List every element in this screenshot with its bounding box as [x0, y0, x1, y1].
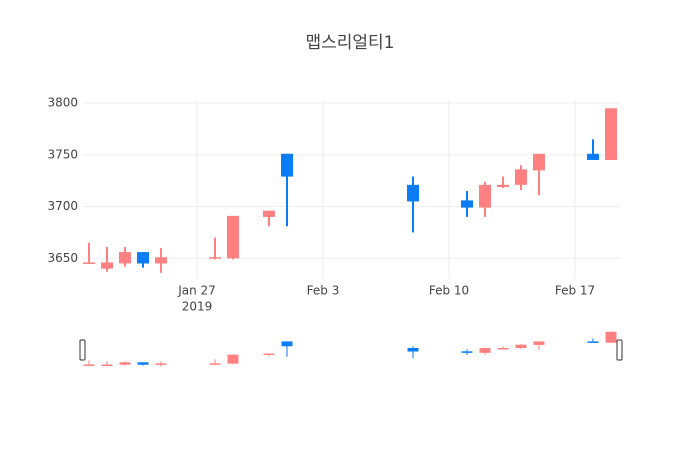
candle-body — [533, 153, 545, 171]
x-tick-label: Feb 10 — [429, 284, 469, 298]
candle-body — [137, 362, 149, 365]
candle-body — [227, 215, 239, 259]
candle-body — [263, 353, 275, 356]
candle-body — [209, 363, 221, 365]
range-slider-handle[interactable] — [616, 339, 623, 361]
candle-body — [155, 257, 167, 264]
candle-body — [587, 341, 599, 343]
candle-body — [497, 348, 509, 350]
candle-body — [281, 341, 293, 347]
candle-body — [209, 257, 221, 259]
x-tick-label: Feb 17 — [555, 284, 595, 298]
candle-body — [587, 153, 599, 161]
y-tick-label: 3650 — [47, 251, 78, 265]
candle-body — [461, 200, 473, 208]
candle-body — [101, 364, 113, 366]
candle-body — [281, 153, 293, 177]
candle-body — [155, 363, 167, 365]
candle-body — [479, 184, 491, 208]
candle-body — [101, 262, 113, 269]
candle-body — [515, 169, 527, 185]
x-tick-label: Jan 27 — [177, 284, 216, 298]
y-tick-label: 3800 — [47, 96, 78, 110]
candle-body — [137, 252, 149, 264]
candle-body — [227, 354, 239, 364]
candle-body — [263, 210, 275, 217]
y-tick-label: 3700 — [47, 199, 78, 213]
chart-title: 맵스리얼티1 — [305, 33, 394, 53]
candle-body — [119, 362, 131, 365]
candle-body — [407, 184, 419, 202]
candle-body — [83, 364, 95, 366]
candle-body — [119, 252, 131, 264]
x-tick-label: Feb 3 — [307, 284, 340, 298]
candle-body — [605, 108, 617, 161]
candle-body — [515, 344, 527, 349]
candle-body — [497, 184, 509, 187]
x-year-label: 2019 — [182, 300, 213, 314]
range-slider-handle[interactable] — [79, 339, 86, 361]
candle-body — [479, 348, 491, 353]
candle-body — [533, 341, 545, 345]
candle-body — [407, 348, 419, 352]
candle-body — [83, 262, 95, 264]
candle-body — [605, 331, 617, 343]
y-tick-label: 3750 — [47, 147, 78, 161]
candle-body — [461, 351, 473, 353]
